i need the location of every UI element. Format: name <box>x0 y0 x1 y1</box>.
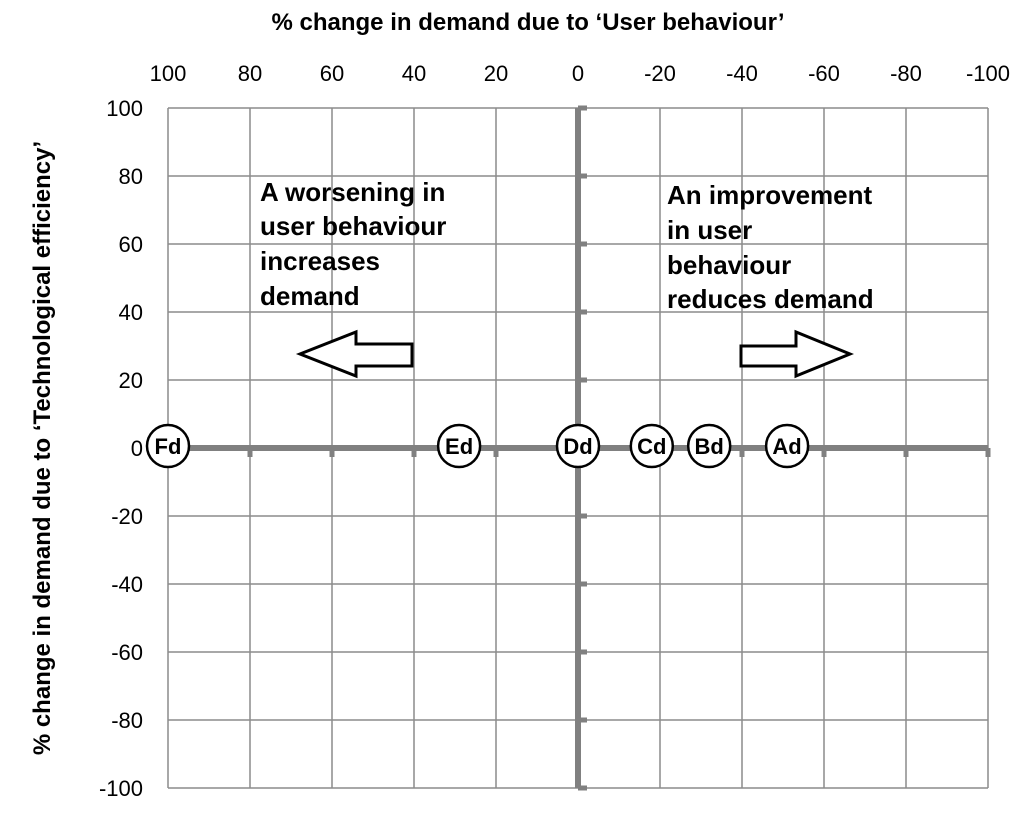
point-label: Fd <box>155 434 182 459</box>
y-tick-label: 60 <box>119 232 143 257</box>
left-arrow <box>295 329 414 379</box>
x-tick-label: -100 <box>966 61 1010 86</box>
annotation-left: A worsening in user behaviour increases … <box>260 177 446 311</box>
x-tick-label: 100 <box>150 61 187 86</box>
point-label: Cd <box>637 434 666 459</box>
y-tick-labels: 100 80 60 40 20 0 -20 -40 -60 -80 -100 <box>99 96 143 801</box>
point-label: Ed <box>445 434 473 459</box>
y-tick-label: 100 <box>106 96 143 121</box>
annotation-left-line-2: user behaviour <box>260 211 446 241</box>
y-tick-label: 0 <box>131 436 143 461</box>
y-tick-label: -80 <box>111 708 143 733</box>
point-label: Bd <box>695 434 724 459</box>
annotation-left-line-3: increases <box>260 246 380 276</box>
y-tick-label: -20 <box>111 504 143 529</box>
point-marker <box>629 423 675 469</box>
y-tick-label: 40 <box>119 300 143 325</box>
annotation-left-line-4: demand <box>260 281 360 311</box>
x-tick-label: 20 <box>484 61 508 86</box>
x-tick-label: 40 <box>402 61 426 86</box>
x-tick-label: 60 <box>320 61 344 86</box>
point-ed: Ed <box>436 423 482 469</box>
annotation-right-line-2: in user <box>667 215 752 245</box>
point-cd: Cd <box>629 423 675 469</box>
x-tick-label: -40 <box>726 61 758 86</box>
x-tick-label: -80 <box>890 61 922 86</box>
point-marker <box>436 423 482 469</box>
y-tick-label: -100 <box>99 776 143 801</box>
right-arrow <box>739 329 854 379</box>
x-tick-label: 80 <box>238 61 262 86</box>
x-axis-title: % change in demand due to ‘User behaviou… <box>272 9 785 36</box>
point-marker <box>764 423 810 469</box>
y-tick-label: -60 <box>111 640 143 665</box>
y-tick-label: -40 <box>111 572 143 597</box>
annotation-right: An improvement in user behaviour reduces… <box>667 180 874 314</box>
y-tick-label: 20 <box>119 368 143 393</box>
y-tick-label: 80 <box>119 164 143 189</box>
x-tick-label: -60 <box>808 61 840 86</box>
annotation-right-line-4: reduces demand <box>667 284 874 314</box>
x-tick-labels: 100 80 60 40 20 0 -20 -40 -60 -80 -100 <box>150 61 1010 86</box>
point-marker <box>555 423 601 469</box>
y-axis-title: % change in demand due to ‘Technological… <box>29 141 56 755</box>
data-points: Fd Ed Dd Cd Bd Ad <box>145 423 810 469</box>
point-bd: Bd <box>686 423 732 469</box>
x-tick-label: -20 <box>644 61 676 86</box>
point-fd: Fd <box>145 423 191 469</box>
point-marker <box>145 423 191 469</box>
point-label: Dd <box>563 434 592 459</box>
annotation-left-line-1: A worsening in <box>260 177 445 207</box>
point-dd: Dd <box>555 423 601 469</box>
annotation-right-line-3: behaviour <box>667 250 791 280</box>
point-ad: Ad <box>764 423 810 469</box>
point-marker <box>686 423 732 469</box>
x-tick-label: 0 <box>572 61 584 86</box>
annotation-right-line-1: An improvement <box>667 180 872 210</box>
point-label: Ad <box>772 434 801 459</box>
